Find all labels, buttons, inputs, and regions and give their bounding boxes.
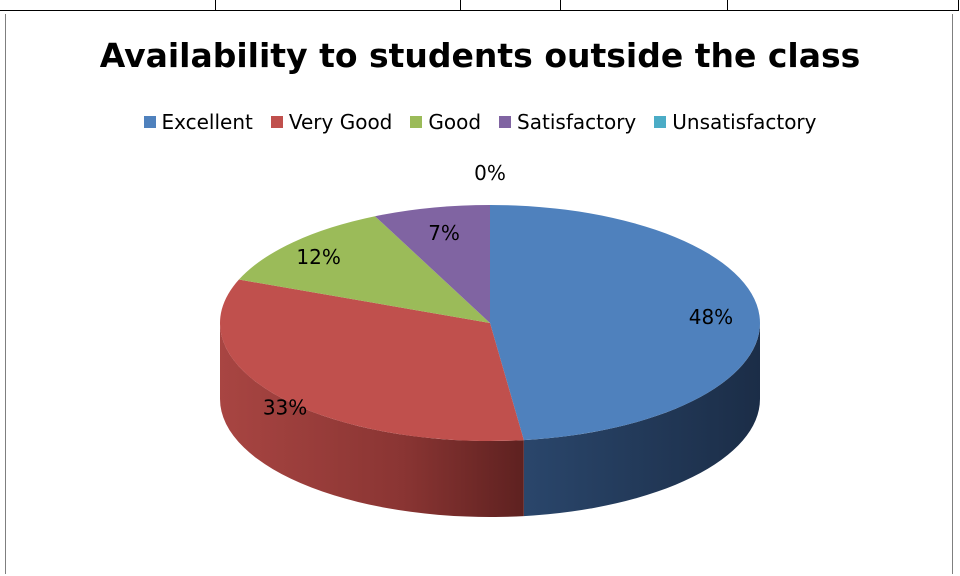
data-label-very-good: 33% — [263, 395, 307, 419]
data-label-unsatisfactory: 0% — [474, 161, 506, 185]
pie-slice-good — [238, 216, 490, 323]
table-fragment — [0, 0, 960, 12]
pie-slice-excellent — [490, 205, 761, 441]
pie-sides — [220, 323, 760, 517]
pie-side-excellent — [523, 323, 760, 517]
table-cell — [0, 0, 216, 11]
pie-side-very-good — [220, 323, 524, 517]
pie-labels: 48% 33% 12% 7% 0% — [263, 161, 733, 419]
pie-slice-very-good — [220, 279, 524, 441]
table-cell — [560, 0, 728, 11]
data-label-satisfactory: 7% — [428, 221, 460, 245]
table-cell — [460, 0, 561, 11]
legend-label: Excellent — [161, 110, 253, 134]
legend-swatch-unsatisfactory — [654, 116, 667, 128]
legend-swatch-very-good — [270, 116, 283, 128]
legend-label: Unsatisfactory — [672, 110, 817, 134]
legend-item: Good — [410, 110, 481, 134]
legend-item: Excellent — [143, 110, 253, 134]
chart-legend: Excellent Very Good Good Satisfactory Un… — [0, 110, 960, 134]
legend-label: Good — [428, 110, 482, 134]
legend-label: Very Good — [288, 110, 393, 134]
legend-swatch-good — [410, 116, 423, 128]
pie-slice-satisfactory — [375, 205, 490, 323]
table-cell — [727, 0, 959, 11]
legend-swatch-satisfactory — [499, 116, 512, 128]
table-cell — [215, 0, 461, 11]
legend-item: Unsatisfactory — [654, 110, 817, 134]
pie-tops — [220, 205, 761, 441]
legend-item: Very Good — [270, 110, 393, 134]
legend-label: Satisfactory — [517, 110, 637, 134]
data-label-good: 12% — [296, 245, 340, 269]
legend-swatch-excellent — [143, 116, 156, 128]
data-label-excellent: 48% — [689, 305, 733, 329]
legend-item: Satisfactory — [499, 110, 636, 134]
chart-title: Availability to students outside the cla… — [99, 36, 861, 75]
chart-frame — [5, 14, 953, 574]
